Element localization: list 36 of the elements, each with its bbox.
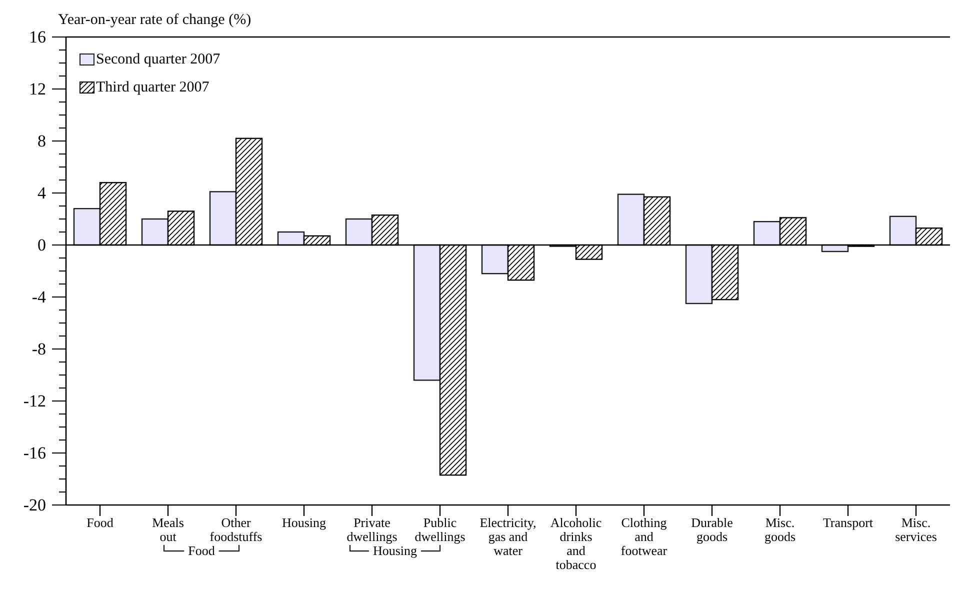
y-tick-label: 8 (38, 132, 46, 150)
y-axis-title: Year-on-year rate of change (%) (58, 12, 252, 28)
x-tick-label: Durable goods (691, 515, 734, 544)
y-tick-label: 16 (29, 28, 46, 46)
bar (141, 218, 169, 246)
x-tick-label: Public dwellings (414, 515, 466, 544)
y-tick-label: 4 (38, 184, 46, 202)
bar (617, 194, 645, 246)
x-tick-label: Clothing and footwear (620, 515, 668, 558)
x-tick-label: Housing (282, 515, 327, 530)
bar (209, 191, 237, 246)
x-tick-label: Misc. goods (764, 515, 796, 544)
x-tick-label: Transport (822, 515, 874, 530)
y-tick-label: 0 (38, 236, 46, 254)
legend-label: Second quarter 2007 (96, 52, 221, 68)
bar (345, 218, 373, 246)
y-tick-label: -16 (23, 444, 46, 462)
bar (889, 216, 917, 246)
bar (685, 244, 713, 304)
y-tick-label: -8 (32, 340, 46, 358)
x-tick-label: Misc. services (895, 515, 937, 544)
x-tick-label: Food (86, 515, 114, 530)
x-tick-label: Alcoholic drinks and tobacco (550, 515, 602, 572)
bar (481, 244, 509, 274)
bar (413, 244, 441, 381)
y-tick-label: -12 (23, 392, 46, 410)
bar (753, 221, 781, 246)
x-tick-label: Meals out (152, 515, 184, 544)
x-tick-label: Electricity, gas and water (480, 515, 536, 558)
y-tick-label: -20 (23, 496, 46, 514)
bar (73, 208, 101, 246)
y-tick-label: 12 (29, 80, 46, 98)
x-tick-label: Private dwellings (346, 515, 398, 544)
x-tick-label: Other foodstuffs (210, 515, 262, 544)
legend-label: Third quarter 2007 (96, 80, 210, 96)
y-tick-label: -4 (32, 288, 46, 306)
